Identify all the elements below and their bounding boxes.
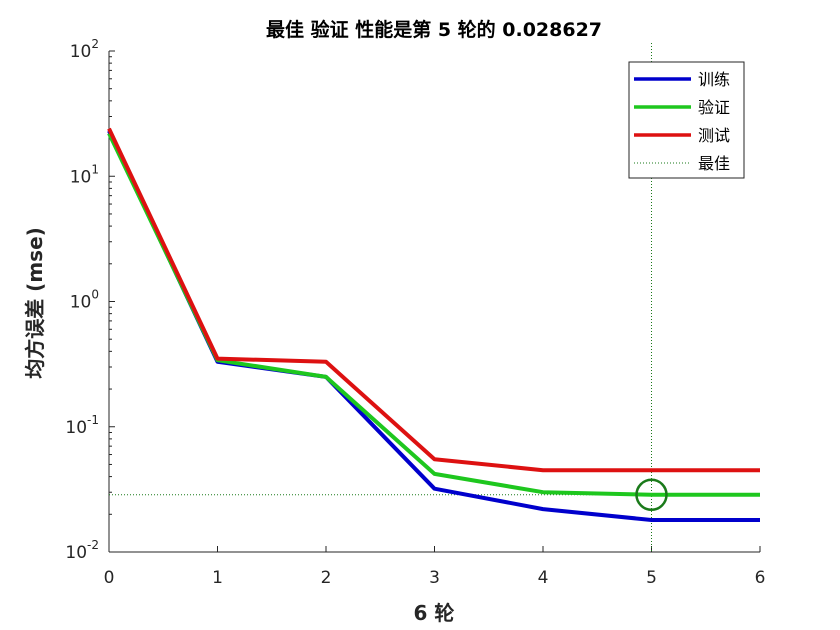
x-tick-label: 1 [212, 568, 223, 588]
legend-label: 训练 [698, 70, 730, 89]
x-tick-label: 6 [755, 568, 766, 588]
series-line-训练 [107, 130, 760, 522]
y-tick-label: 101 [70, 162, 99, 187]
y-axis-label: 均方误差 (mse) [23, 227, 47, 379]
series-line-测试 [107, 127, 760, 473]
x-tick-label: 3 [429, 568, 440, 588]
y-tick-label: 10-1 [65, 413, 99, 438]
y-tick-label: 10-2 [65, 538, 99, 563]
x-tick-label: 2 [321, 568, 332, 588]
legend-box [628, 61, 745, 179]
y-tick-label: 102 [70, 37, 99, 62]
plot-area: 0 1 2 3 4 5 6 102 101 100 10-1 10-2 [65, 37, 765, 588]
x-axis-label: 6 轮 [414, 601, 455, 625]
legend-label: 最佳 [698, 154, 730, 173]
series-line-验证 [107, 132, 760, 497]
best-marker-circle [635, 478, 668, 512]
legend-label: 验证 [698, 98, 730, 117]
chart-title: 最佳 验证 性能是第 5 轮的 0.028627 [266, 18, 602, 41]
x-tick-label: 4 [538, 568, 549, 588]
y-tick-label: 100 [70, 288, 99, 313]
x-tick-label: 0 [104, 568, 115, 588]
x-tick-label: 5 [646, 568, 657, 588]
legend-label: 测试 [698, 126, 730, 145]
